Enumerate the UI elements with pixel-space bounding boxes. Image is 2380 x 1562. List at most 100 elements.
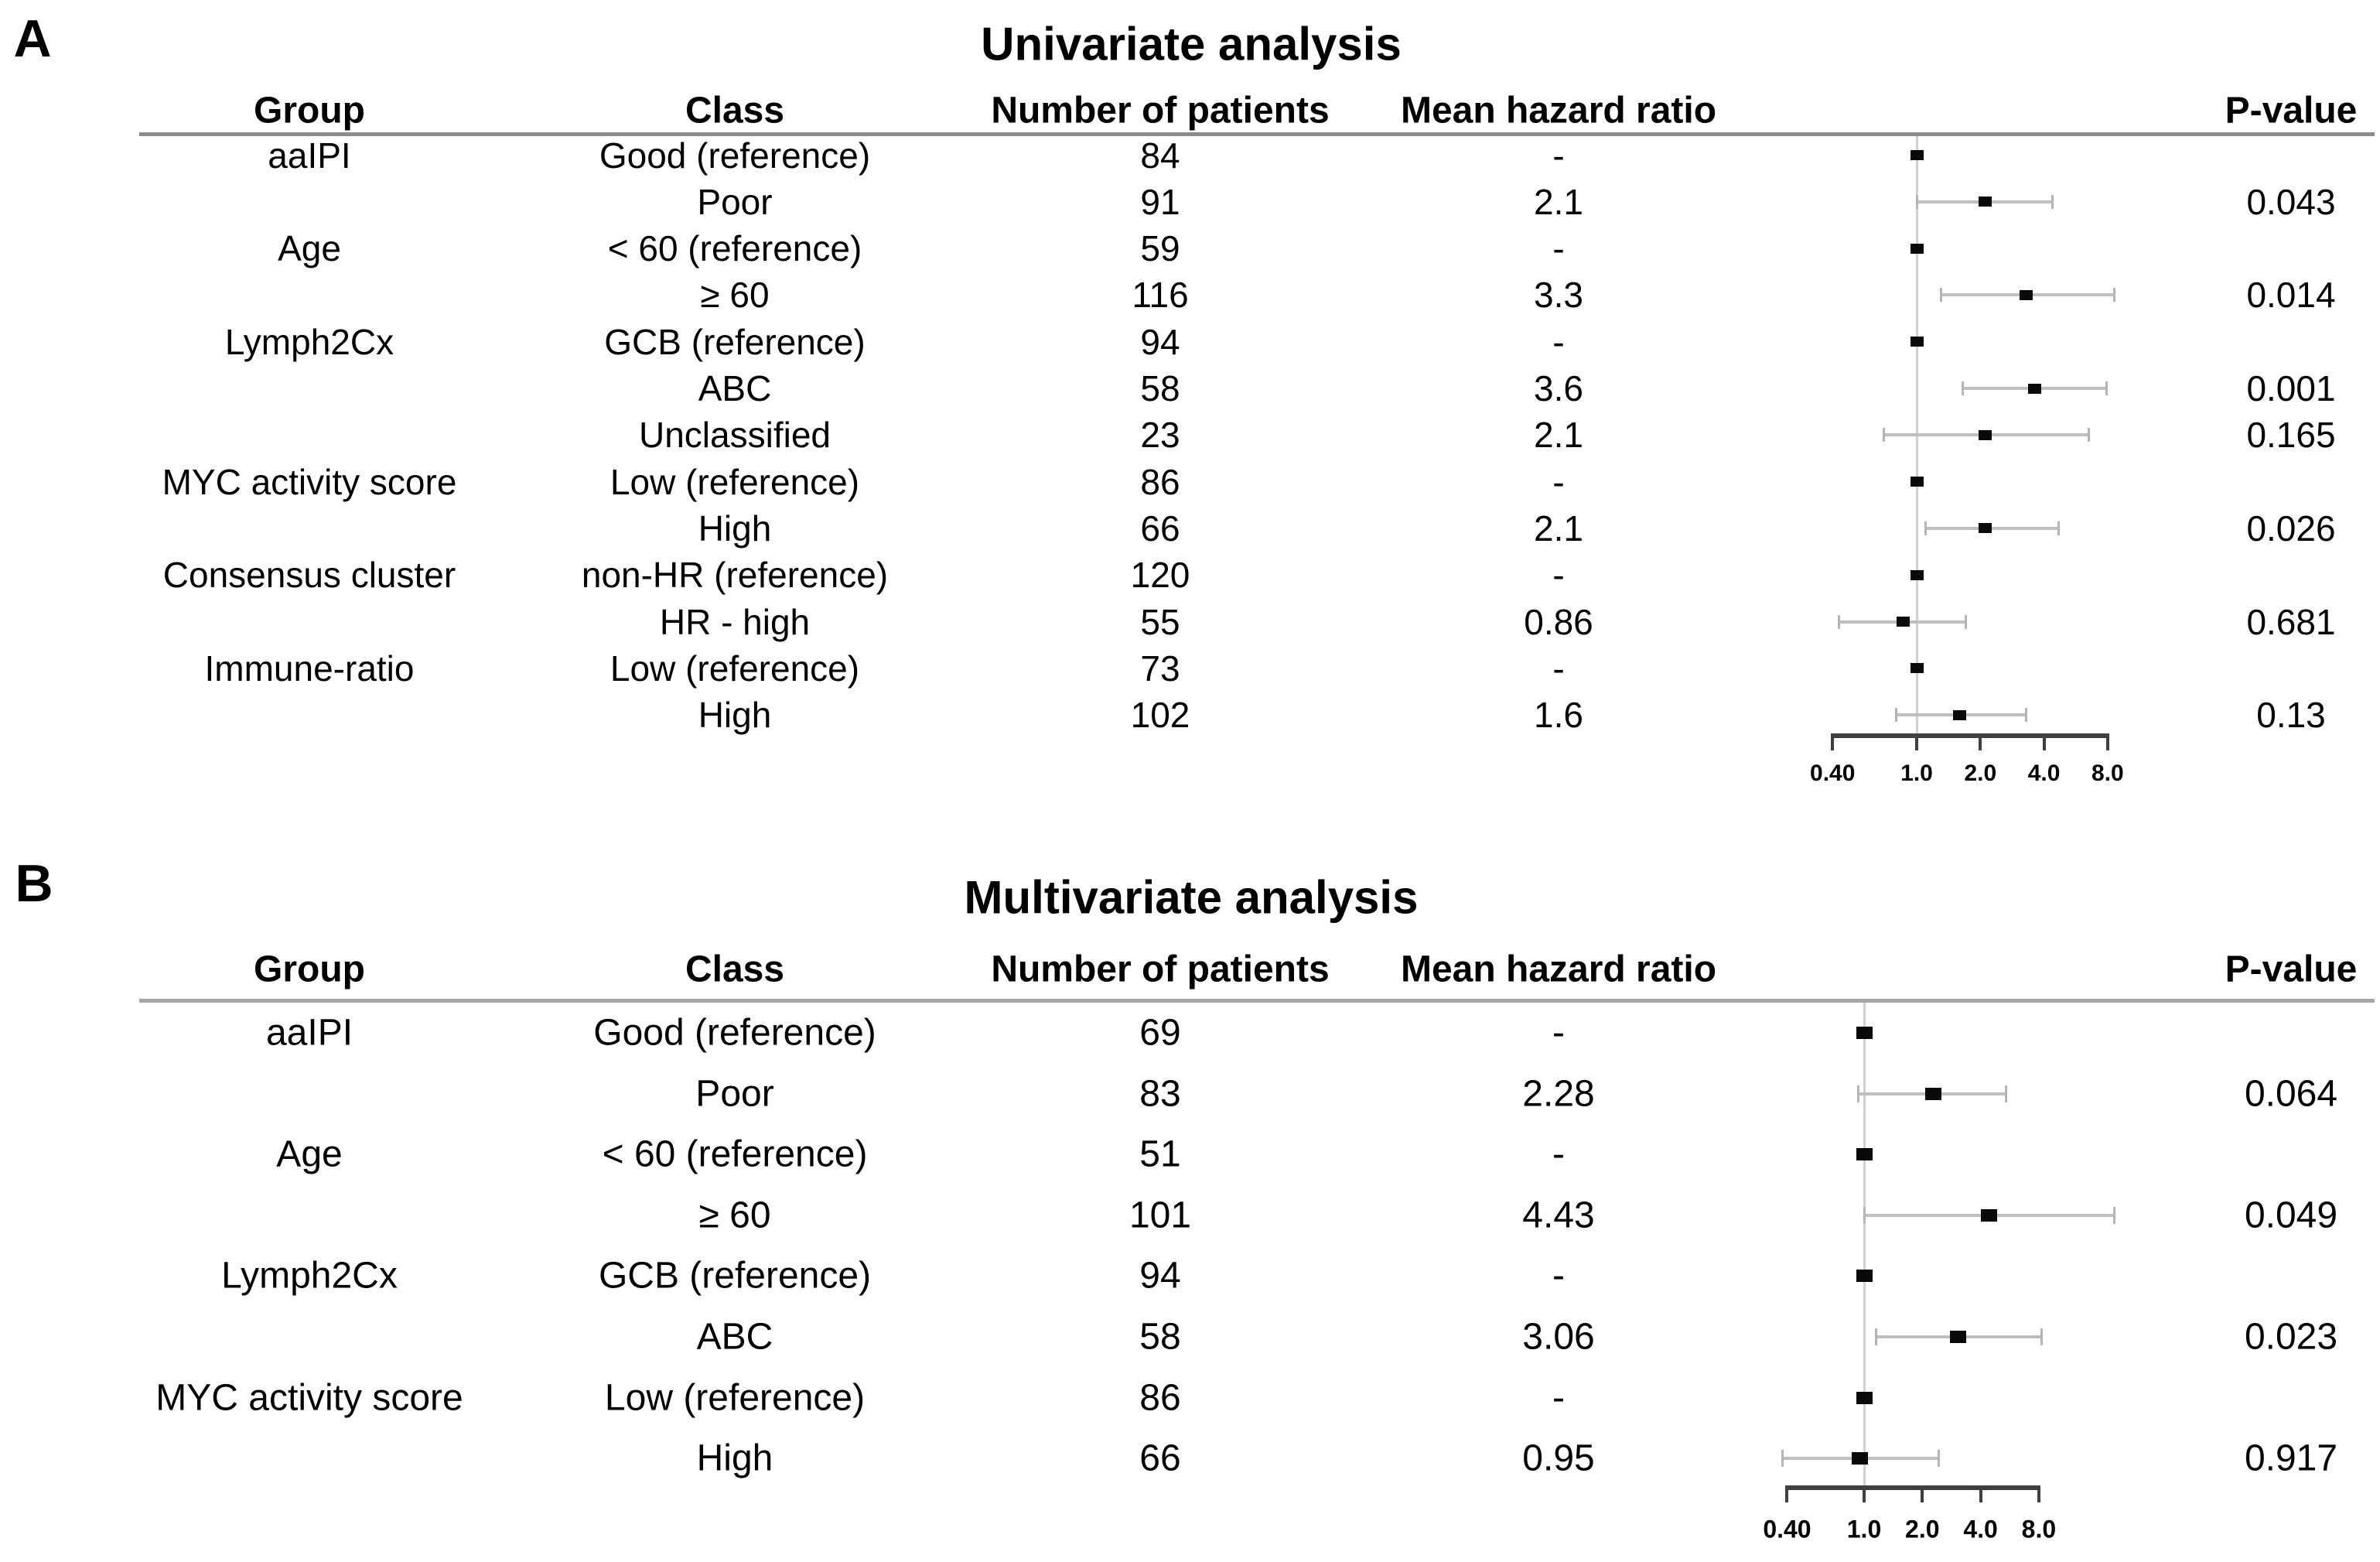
table-cell-number-of-patients: 94 [1139,1255,1181,1297]
table-cell-class: High [698,695,772,736]
table-cell-p-value: 0.165 [2246,415,2336,456]
forest-ci-cap-low [1895,708,1897,723]
table-cell-mean-hazard-ratio: 0.95 [1522,1437,1595,1479]
table-cell-group: aaIPI [268,135,351,176]
table-cell-p-value: 0.049 [2244,1195,2338,1236]
forest-point-marker [1856,1391,1873,1404]
forest-point-marker [2027,383,2041,394]
table-cell-number-of-patients: 23 [1140,415,1180,456]
table-cell-group: Immune-ratio [204,648,415,689]
table-cell-class: Good (reference) [599,135,871,176]
table-cell-class: Good (reference) [593,1012,876,1054]
forest-ci-cap-high [2025,708,2028,723]
table-cell-class: HR - high [659,601,811,642]
table-cell-number-of-patients: 91 [1140,181,1180,222]
forest-point-marker [1978,197,1992,207]
table-cell-class: Low (reference) [610,461,860,502]
table-cell-mean-hazard-ratio: - [1552,461,1565,502]
column-header-mean-hazard-ratio: Mean hazard ratio [1400,90,1717,132]
forest-ci-cap-low [1838,614,1841,629]
table-cell-number-of-patients: 86 [1140,461,1180,502]
forest-point-marker [1978,429,1992,440]
forest-ci-cap-low [1883,428,1886,443]
table-cell-mean-hazard-ratio: - [1552,135,1565,176]
table-cell-class: < 60 (reference) [607,228,862,269]
forest-point-marker [1910,150,1924,160]
table-cell-group: Lymph2Cx [221,1255,398,1297]
forest-point-marker [1910,337,1924,347]
forest-point-marker [1978,523,1992,534]
table-cell-class: ≥ 60 [700,275,770,316]
column-header-number-of-patients: Number of patients [991,948,1330,990]
forest-axis-tick [1831,733,1835,750]
forest-axis-tick-label: 1.0 [1846,1515,1882,1543]
table-cell-number-of-patients: 66 [1139,1437,1181,1479]
table-cell-group: Age [276,1133,343,1175]
forest-ci-cap-high [1964,614,1967,629]
table-cell-number-of-patients: 55 [1140,601,1180,642]
column-header-p-value: P-value [2225,948,2358,990]
table-cell-number-of-patients: 101 [1129,1195,1192,1236]
forest-ci-cap-low [1856,1085,1859,1102]
table-cell-class: ≥ 60 [698,1195,771,1236]
forest-axis-tick [2037,1485,2040,1502]
table-cell-mean-hazard-ratio: - [1552,1255,1565,1297]
forest-axis-tick [1921,1485,1924,1502]
table-cell-group: Consensus cluster [162,555,456,596]
forest-ci-cap-high [2105,381,2108,395]
forest-axis-tick [1863,1485,1866,1502]
table-cell-class: GCB (reference) [604,321,866,362]
table-cell-mean-hazard-ratio: - [1552,1377,1565,1419]
table-cell-number-of-patients: 83 [1139,1073,1181,1115]
table-cell-mean-hazard-ratio: 2.1 [1534,508,1583,549]
column-header-number-of-patients: Number of patients [991,90,1330,132]
table-cell-number-of-patients: 116 [1132,275,1189,316]
table-cell-class: non-HR (reference) [581,555,889,596]
table-cell-class: Low (reference) [604,1377,866,1419]
forest-axis-tick [1979,733,1982,750]
forest-axis-tick-label: 0.40 [1810,760,1856,786]
table-cell-p-value: 0.023 [2244,1316,2338,1358]
forest-point-marker [1856,1148,1873,1161]
forest-axis-tick-label: 1.0 [1900,760,1933,786]
table-cell-p-value: 0.043 [2246,181,2336,222]
table-cell-group: MYC activity score [155,1377,463,1419]
table-cell-class: GCB (reference) [598,1255,872,1297]
forest-ci-cap-high [2112,1206,2115,1224]
table-cell-group: aaIPI [265,1012,353,1054]
table-cell-mean-hazard-ratio: 0.86 [1524,601,1593,642]
table-cell-group: Age [278,228,341,269]
table-cell-class: Poor [695,1073,774,1115]
table-cell-mean-hazard-ratio: - [1552,1012,1565,1054]
table-cell-class: Unclassified [639,415,831,456]
column-header-group: Group [254,90,365,132]
table-cell-class: ABC [696,1316,773,1358]
forest-ci-cap-high [2112,288,2115,302]
table-cell-p-value: 0.014 [2246,275,2336,316]
table-cell-p-value: 0.001 [2246,368,2336,408]
forest-axis-tick-label: 4.0 [2027,760,2061,786]
forest-ci-cap-low [1781,1450,1784,1468]
table-cell-number-of-patients: 102 [1130,695,1190,736]
forest-axis-tick-label: 4.0 [1963,1515,1998,1543]
forest-ci-cap-high [2087,428,2090,443]
table-cell-class: Low (reference) [610,648,860,689]
forest-ci-cap-high [2004,1085,2007,1102]
table-cell-number-of-patients: 73 [1140,648,1180,689]
table-cell-number-of-patients: 51 [1139,1133,1181,1175]
forest-axis-tick [2042,733,2046,750]
table-cell-mean-hazard-ratio: 1.6 [1534,695,1583,736]
forest-point-marker [1856,1270,1873,1283]
forest-ci-cap-high [2040,1328,2044,1345]
forest-point-marker [1856,1027,1873,1039]
table-cell-number-of-patients: 66 [1140,508,1180,549]
table-cell-number-of-patients: 94 [1140,321,1180,362]
table-cell-mean-hazard-ratio: 2.28 [1522,1073,1595,1115]
forest-point-marker [1851,1452,1868,1465]
panel-label-a: A [13,9,52,68]
panel-title-univariate: Univariate analysis [981,18,1402,70]
forest-ci-cap-low [1961,381,1964,395]
header-rule [139,999,2375,1003]
table-cell-class: ABC [698,368,772,408]
forest-axis-tick [2105,733,2109,750]
